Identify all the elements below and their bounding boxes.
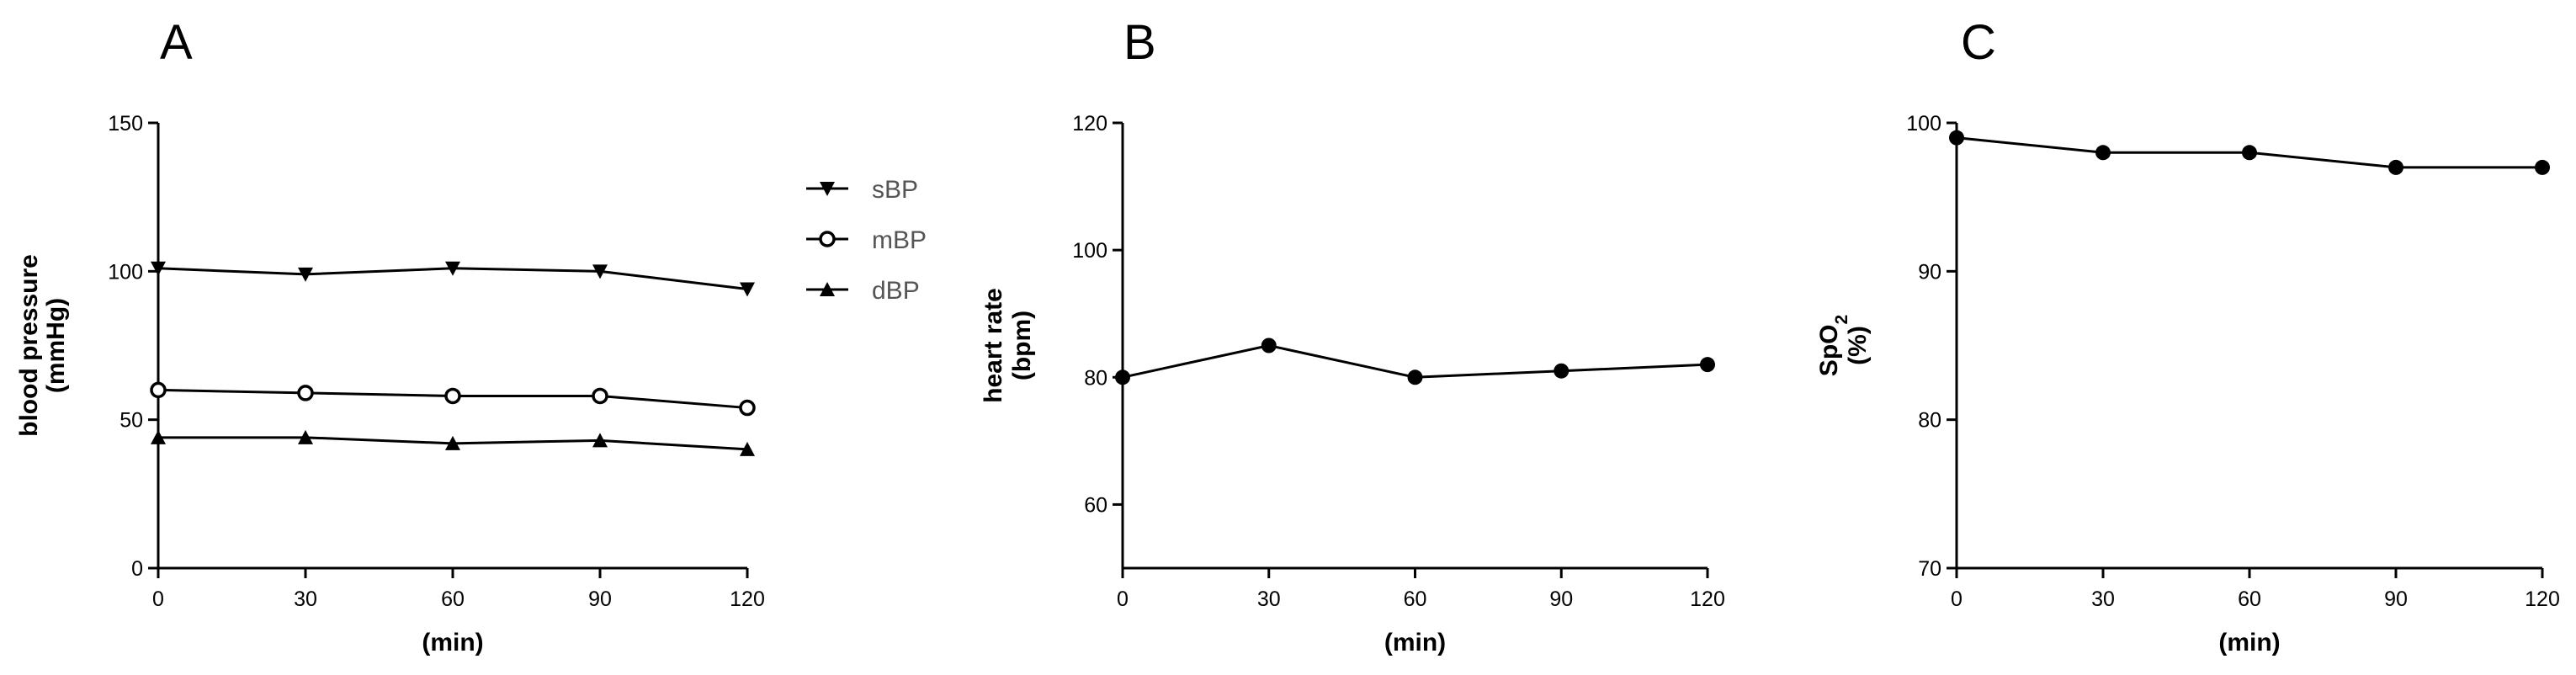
y-axis-title-line2: (mmHg) [42,298,70,393]
x-tick-label: 90 [588,587,612,611]
data-point-mbp [444,387,461,405]
y-axis-title-subscript: 2 [1832,315,1851,325]
data-point-sbp [298,267,313,282]
x-tick-label: 30 [294,587,317,611]
panel-letter: C [1961,15,1996,70]
data-point-dbp [298,429,313,444]
data-point-heart-rate [1115,369,1130,385]
legend-marker [820,182,835,196]
y-tick-label: 100 [108,260,143,284]
data-point-heart-rate [1554,363,1570,379]
x-tick-label: 60 [1404,587,1427,611]
data-point-sbp [592,264,608,279]
data-point-spo2 [2095,145,2111,161]
data-point-dbp [445,435,460,450]
legend: sBP mBP dBP [806,176,927,305]
legend-label: dBP [872,277,920,305]
data-point-spo2 [1949,130,1964,146]
y-tick-label: 150 [108,112,143,136]
x-tick-label: 0 [152,587,164,611]
legend-marker [820,282,835,296]
x-tick-label: 60 [441,587,465,611]
x-tick-label: 0 [1951,587,1963,611]
data-point-mbp [150,381,167,399]
x-axis-title: (min) [2218,629,2280,656]
panel-letter: A [160,15,193,70]
data-point-sbp [445,261,460,276]
data-point-sbp [151,261,166,276]
data-point-heart-rate [1261,338,1277,353]
x-axis-title: (min) [1384,629,1446,656]
legend-label: sBP [872,176,918,204]
x-tick-label: 60 [2238,587,2261,611]
data-point-mbp [592,387,608,405]
data-point-spo2 [2388,159,2403,175]
x-tick-label: 90 [2384,587,2408,611]
x-axis-title: (min) [422,629,483,656]
data-point-sbp [740,282,755,297]
data-point-spo2 [2242,145,2257,161]
data-point-dbp [592,433,608,448]
y-tick-label: 80 [1084,366,1107,390]
y-tick-label: 70 [1918,557,1941,581]
y-axis-title-line1: blood pressure [15,254,43,437]
y-tick-label: 80 [1918,409,1941,433]
y-tick-label: 100 [1906,112,1941,136]
legend-marker [819,231,836,247]
y-axis-title-line1: heart rate [980,288,1007,403]
data-point-heart-rate [1700,357,1715,373]
panel-b: B 60 80 100 120 0 30 60 90 120 (min) heart rate (bpm… [980,15,1725,656]
y-tick-label: 100 [1072,239,1107,263]
x-tick-label: 120 [730,587,765,611]
data-point-dbp [740,441,755,456]
x-tick-label: 30 [2091,587,2115,611]
legend-label: mBP [872,226,927,254]
y-tick-label: 0 [131,557,143,581]
y-axis-title-line2: (bpm) [1008,311,1036,380]
panel-a: A 0 50 100 150 0 30 60 90 120 (min) blood pressure(… [15,15,927,656]
x-tick-label: 120 [1690,587,1725,611]
data-point-spo2 [2535,159,2550,175]
y-tick-label: 120 [1072,112,1107,136]
panel-letter: B [1123,15,1156,70]
data-point-dbp [151,429,166,444]
y-tick-label: 90 [1918,260,1941,284]
x-tick-label: 30 [1257,587,1281,611]
x-tick-label: 0 [1117,587,1129,611]
data-point-mbp [739,399,756,417]
data-point-mbp [297,385,314,401]
x-tick-label: 90 [1549,587,1573,611]
x-tick-label: 120 [2525,587,2560,611]
y-tick-label: 60 [1084,493,1107,517]
y-tick-label: 50 [120,409,143,433]
y-axis-title-line2: (%) [1844,326,1872,365]
data-point-heart-rate [1407,369,1423,385]
